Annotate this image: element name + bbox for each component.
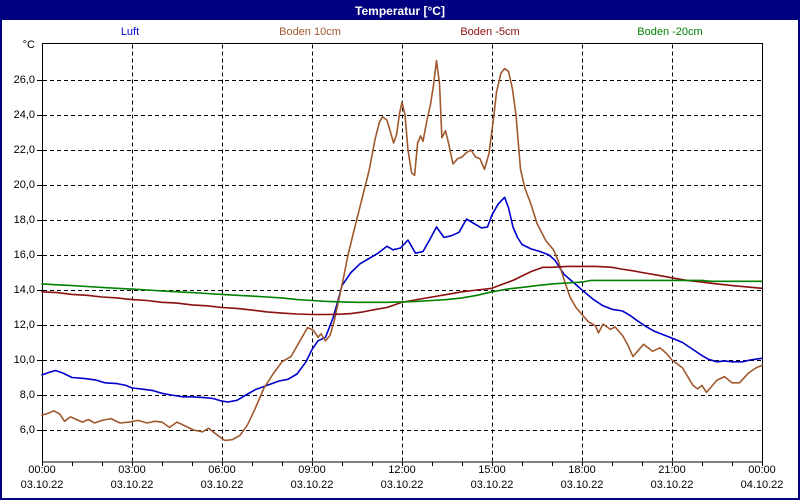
x-tick-date-label: 03.10.22 <box>20 479 64 491</box>
x-tick-time-label: 06:00 <box>208 464 236 476</box>
y-tick-label: 24,0 <box>13 109 35 121</box>
y-tick-label: 12,0 <box>13 319 35 331</box>
y-tick-label: 20,0 <box>13 179 35 191</box>
series-line-boden-20cm <box>41 279 763 304</box>
x-tick-date-label: 03.10.22 <box>290 479 334 491</box>
x-tick-time-label: 00:00 <box>748 464 776 476</box>
x-tick-time-label: 03:00 <box>118 464 146 476</box>
legend-item-boden-20cm: Boden -20cm <box>637 26 703 38</box>
x-tick-date-label: 03.10.22 <box>380 479 424 491</box>
legend-item-boden-5cm: Boden -5cm <box>460 26 520 38</box>
y-tick-label: 14,0 <box>13 284 35 296</box>
plot-border <box>42 43 763 463</box>
chart-title: Temperatur [°C] <box>355 4 445 18</box>
y-axis-unit-label: °C <box>22 39 35 51</box>
x-tick-time-label: 09:00 <box>298 464 326 476</box>
y-tick-label: 8,0 <box>19 389 35 401</box>
x-tick-date-label: 03.10.22 <box>110 479 154 491</box>
x-tick-date-label: 03.10.22 <box>560 479 604 491</box>
y-tick-label: 16,0 <box>13 249 35 261</box>
legend-item-luft: Luft <box>120 26 140 38</box>
x-tick-date-label: 03.10.22 <box>470 479 514 491</box>
x-tick-date-label: 03.10.22 <box>650 479 694 491</box>
y-tick-label: 18,0 <box>13 214 35 226</box>
x-tick-time-label: 15:00 <box>478 464 506 476</box>
x-tick-time-label: 18:00 <box>568 464 596 476</box>
x-tick-time-label: 21:00 <box>658 464 686 476</box>
y-tick-label: 26,0 <box>13 74 35 86</box>
x-tick-date-label: 03.10.22 <box>200 479 244 491</box>
series-line-boden-5cm <box>41 265 763 316</box>
series-line-boden-10cm <box>41 59 763 442</box>
x-tick-time-label: 12:00 <box>388 464 416 476</box>
y-tick-label: 22,0 <box>13 144 35 156</box>
y-tick-label: 6,0 <box>19 424 35 436</box>
title-bar: Temperatur [°C] <box>2 2 798 20</box>
legend: Luft Boden 10cm Boden -5cm Boden -20cm <box>40 26 760 40</box>
y-tick-label: 10,0 <box>13 354 35 366</box>
x-tick-date-label: 04.10.22 <box>740 479 784 491</box>
series-line-luft <box>41 196 763 403</box>
legend-item-boden-10cm: Boden 10cm <box>279 26 341 38</box>
x-tick-time-label: 00:00 <box>28 464 56 476</box>
